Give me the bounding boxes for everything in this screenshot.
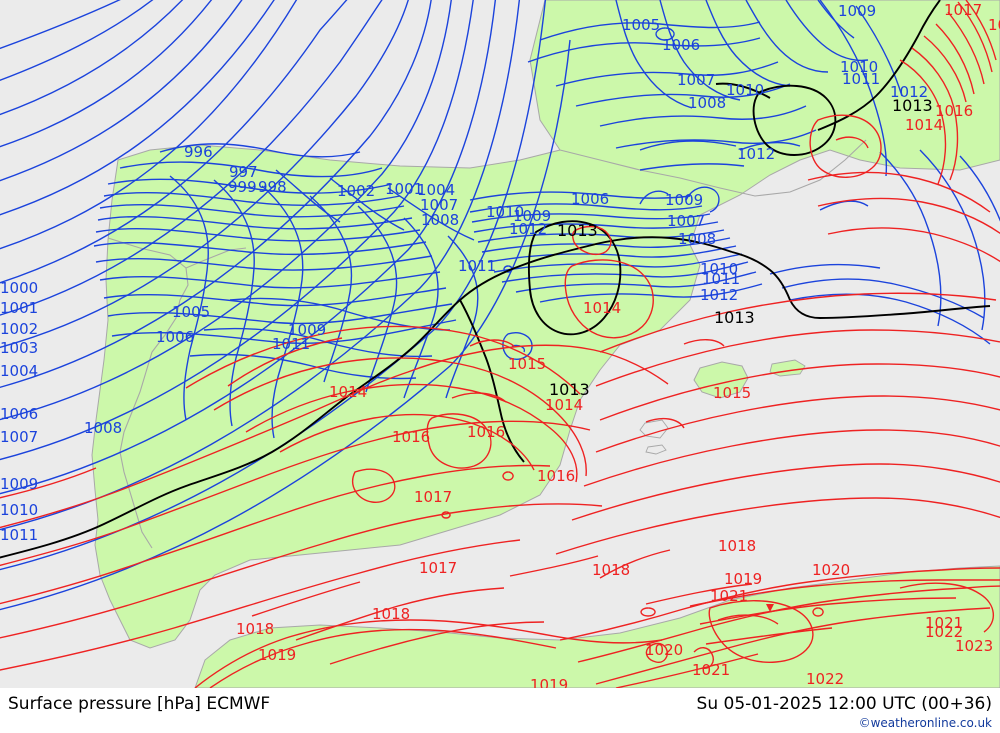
- isobars-east: [639, 0, 1000, 345]
- contour-label: 1014: [545, 396, 584, 414]
- country-borders: [107, 139, 867, 549]
- contour-label: 1020: [645, 641, 684, 659]
- contour-label: 1010: [0, 501, 39, 519]
- contour-label: 1007: [420, 196, 459, 214]
- contour-label: 1008: [421, 211, 460, 229]
- chart-footer: Surface pressure [hPa] ECMWF Su 05-01-20…: [0, 688, 1000, 733]
- contour-label: 1018: [236, 620, 275, 638]
- contour-label: 1021: [710, 587, 749, 605]
- contour-label: 1011: [458, 257, 497, 275]
- isobar-1013: [0, 0, 991, 559]
- contour-label: 1019: [724, 570, 763, 588]
- contour-label: 1004: [0, 362, 39, 380]
- copyright-notice: ©weatheronline.co.uk: [858, 716, 992, 730]
- contour-label: 1009: [665, 191, 704, 209]
- contour-label: 1019: [258, 646, 297, 664]
- contour-label: 1021: [692, 661, 731, 679]
- contour-label: 1004: [417, 181, 456, 199]
- contour-label: 1005: [172, 303, 211, 321]
- contour-label: 1011: [0, 526, 39, 544]
- contour-label: 1011: [702, 270, 741, 288]
- contour-label: 1014: [583, 299, 622, 317]
- contour-label: 1012: [509, 220, 548, 238]
- contour-label: 1007: [0, 428, 39, 446]
- contour-label: 1005: [622, 16, 661, 34]
- contour-label: 998: [258, 178, 287, 196]
- contour-label: 1007: [667, 212, 706, 230]
- surface-pressure-map[interactable]: 996 997 999 998 1002 1001 1004 1007 1010 1009 1008…: [0, 0, 1000, 688]
- contour-label: 1016: [935, 102, 974, 120]
- contour-label: 1013: [892, 96, 933, 115]
- contour-label: 1002: [337, 182, 376, 200]
- contour-label: 1002: [0, 320, 39, 338]
- contour-label: 1014: [329, 383, 368, 401]
- map-canvas: [0, 0, 1000, 688]
- contour-label: 1000: [0, 279, 39, 297]
- contour-label: 10: [988, 16, 1000, 34]
- contour-label: 1023: [955, 637, 994, 655]
- contour-label: 1001: [0, 299, 39, 317]
- contour-label: 1006: [156, 328, 195, 346]
- isobars-mediterranean: [555, 292, 1000, 555]
- contour-label: 1022: [925, 623, 964, 641]
- contour-label: 1015: [508, 355, 547, 373]
- contour-label: 1008: [84, 419, 123, 437]
- isobars-africa: [194, 549, 1000, 688]
- contour-label: 996: [184, 143, 213, 161]
- contour-label: 1016: [537, 467, 576, 485]
- contour-label: 1009: [0, 475, 39, 493]
- contour-label: 1008: [678, 230, 717, 248]
- isobars-high-iberia: [0, 325, 669, 671]
- contour-label: 1013: [557, 221, 598, 240]
- contour-label: 1017: [414, 488, 453, 506]
- contour-label: 1019: [530, 676, 569, 689]
- contour-label: 1013: [549, 380, 590, 399]
- contour-label: 1012: [737, 145, 776, 163]
- contour-label: 1009: [288, 321, 327, 339]
- contour-label: 1010: [726, 81, 765, 99]
- contour-label: 1022: [806, 670, 845, 688]
- isobars-central: [169, 169, 479, 439]
- contour-label: 1001: [385, 180, 424, 198]
- contour-label: 1012: [700, 286, 739, 304]
- contour-label: 1003: [0, 339, 39, 357]
- contour-label: 1008: [688, 94, 727, 112]
- contour-label: 1007: [677, 71, 716, 89]
- isobars-north-spain: [93, 143, 457, 345]
- contour-label: 1020: [812, 561, 851, 579]
- contour-label: 1016: [392, 428, 431, 446]
- contour-label: 1011: [842, 70, 881, 88]
- contour-label: 1018: [592, 561, 631, 579]
- chart-datetime: Su 05-01-2025 12:00 UTC (00+36): [696, 694, 992, 714]
- contour-label: 1012: [890, 83, 929, 101]
- contour-label: 1006: [662, 36, 701, 54]
- contour-label: 1006: [0, 405, 39, 423]
- contour-label: 1009: [513, 207, 552, 225]
- contour-label: 1010: [840, 58, 879, 76]
- isobars-high-ebro: [564, 0, 1000, 339]
- contour-label: 1015: [713, 384, 752, 402]
- contour-label: 1009: [838, 2, 877, 20]
- isobars-sw-atlantic: [0, 467, 545, 665]
- contour-label: 1006: [571, 190, 610, 208]
- contour-label: 1018: [372, 605, 411, 623]
- contour-label: 1014: [905, 116, 944, 134]
- contour-label: 1018: [718, 537, 757, 555]
- contour-label: 1017: [419, 559, 458, 577]
- contour-label: 1016: [467, 423, 506, 441]
- contour-label: 1010: [486, 203, 525, 221]
- contour-label: 997: [229, 163, 258, 181]
- chart-title: Surface pressure [hPa] ECMWF: [8, 694, 271, 714]
- contour-label: 1013: [714, 308, 755, 327]
- contour-label: 1011: [272, 335, 311, 353]
- contour-label: 1010: [700, 260, 739, 278]
- contour-label: 999: [228, 178, 257, 196]
- contour-label: 1017: [944, 1, 983, 19]
- contour-label: 1021: [925, 614, 964, 632]
